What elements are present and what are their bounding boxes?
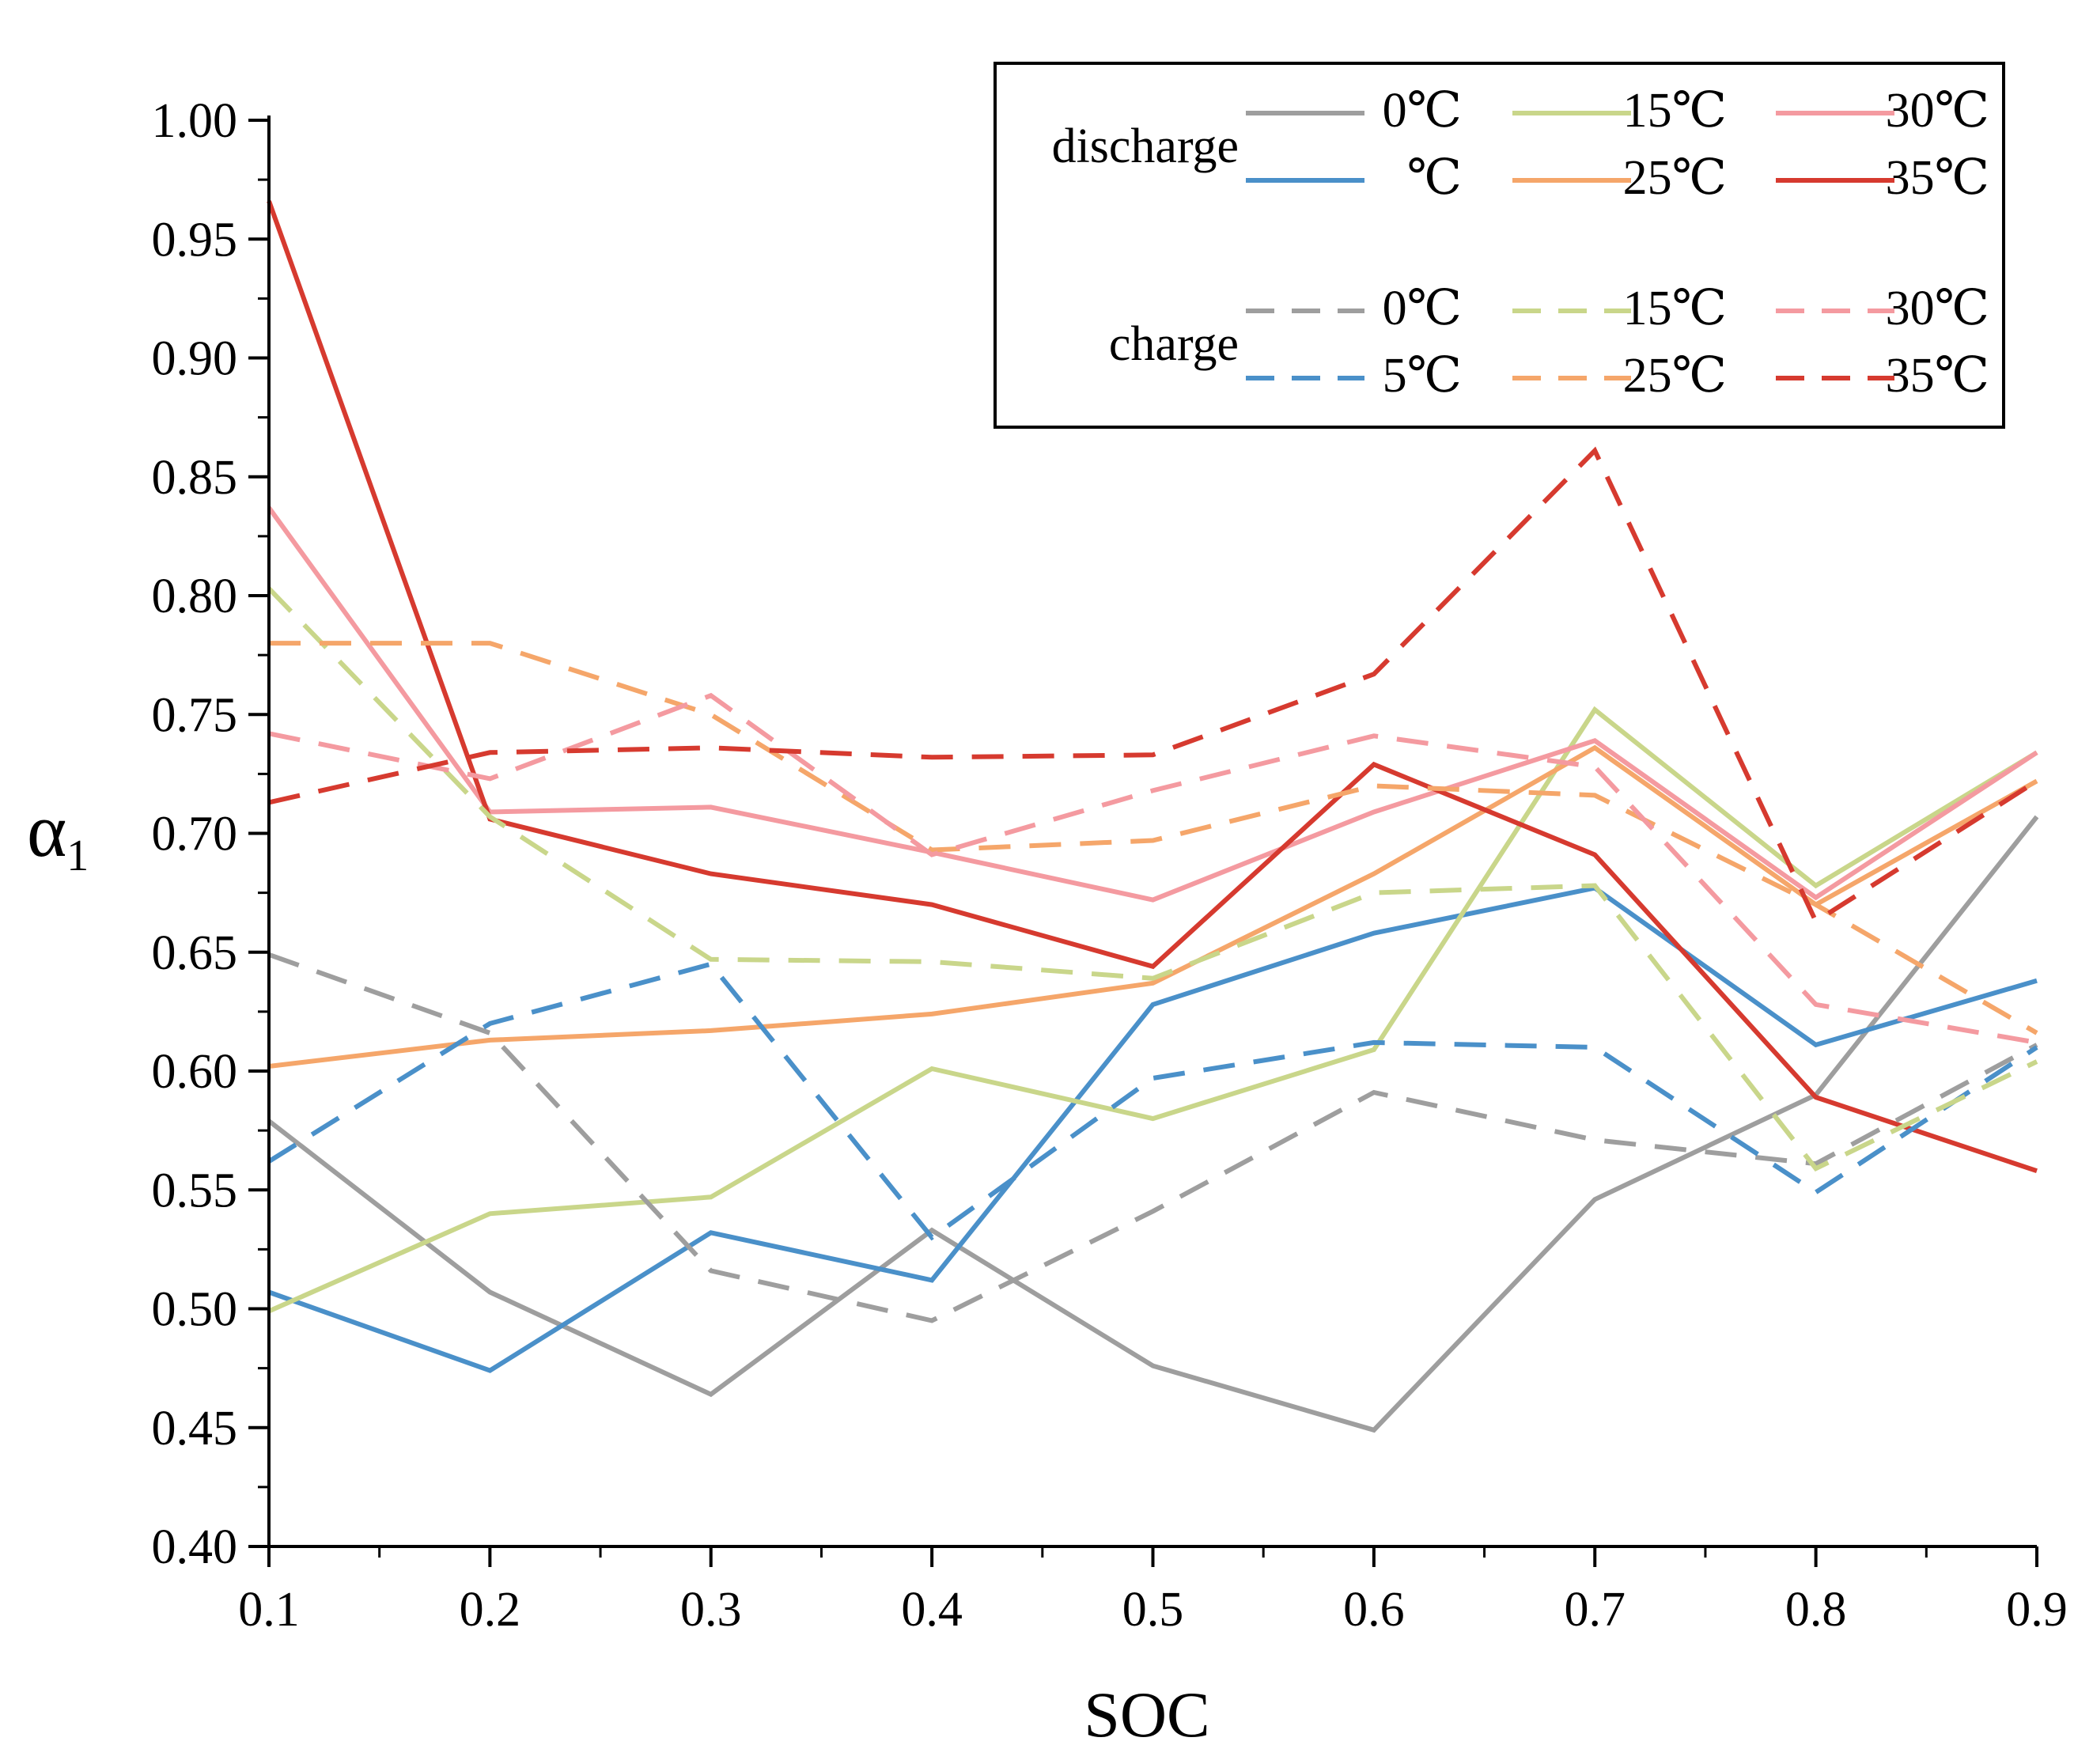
- legend-entry-label: 35℃: [1886, 151, 1989, 205]
- y-axis-subscript: 1: [66, 831, 89, 880]
- series-line-charge-0c: [267, 952, 2038, 1323]
- legend-entry-label: 25℃: [1623, 349, 1727, 403]
- legend-entry-label: 5℃: [1383, 349, 1462, 403]
- x-axis-title: SOC: [1084, 1679, 1210, 1751]
- series-line-discharge-0c: [267, 815, 2039, 1433]
- x-tick-label: 0.2: [460, 1583, 521, 1637]
- legend-box: [994, 62, 2005, 429]
- y-tick-label: 0.95: [152, 213, 238, 267]
- legend-group-discharge-label: discharge: [1052, 119, 1239, 173]
- x-tick-label: 0.1: [238, 1583, 300, 1637]
- legend-entry-label: 25℃: [1623, 151, 1727, 205]
- y-tick-label: 0.50: [152, 1283, 238, 1337]
- y-tick-label: 0.45: [152, 1402, 238, 1455]
- series-line-charge-5c: [267, 961, 2038, 1241]
- series-line-discharge-30c: [267, 506, 2038, 903]
- y-axis-title: α1: [27, 788, 89, 880]
- series-line-discharge-25c: [268, 744, 2038, 1069]
- legend-entry-label: 35℃: [1886, 349, 1989, 403]
- y-tick-label: 0.65: [152, 926, 238, 980]
- y-tick-label: 0.90: [152, 332, 238, 386]
- y-tick-label: 0.75: [152, 688, 238, 742]
- series-line-discharge-15c: [267, 706, 2038, 1314]
- y-tick-label: 0.80: [152, 570, 238, 623]
- x-tick-label: 0.8: [1785, 1583, 1847, 1637]
- x-tick-label: 0.9: [2006, 1583, 2068, 1637]
- y-tick-label: 0.70: [152, 808, 238, 861]
- y-tick-label: 0.40: [152, 1520, 238, 1574]
- series-line-charge-35c: [268, 446, 2038, 926]
- y-tick-label: 0.55: [152, 1164, 238, 1217]
- axes-layer: 0.400.450.500.550.600.650.700.750.800.85…: [152, 94, 2068, 1637]
- legend-entry-label: 30℃: [1886, 84, 1989, 138]
- y-tick-label: 1.00: [152, 94, 238, 148]
- legend-entry-label: ℃: [1407, 151, 1462, 205]
- series-line-charge-30c: [268, 692, 2038, 1045]
- x-tick-label: 0.6: [1343, 1583, 1405, 1637]
- legend-entry-label: 15℃: [1623, 282, 1727, 335]
- series-layer: [267, 200, 2039, 1433]
- legend-entry-label: 15℃: [1623, 84, 1727, 138]
- legend: discharge charge 0℃ ℃ 15℃ 25℃ 30℃ 35℃ 0℃ 5℃ 15℃ 2…: [994, 62, 2005, 429]
- x-tick-label: 0.4: [901, 1583, 963, 1637]
- legend-entry-label: 0℃: [1383, 84, 1462, 138]
- y-tick-label: 0.60: [152, 1045, 238, 1099]
- legend-group-charge-label: charge: [1109, 317, 1239, 371]
- legend-entries: 0℃ ℃ 15℃ 25℃ 30℃ 35℃ 0℃ 5℃ 15℃ 25℃ 30℃ 35℃: [1246, 84, 1989, 403]
- legend-entry-label: 0℃: [1383, 282, 1462, 335]
- x-tick-label: 0.7: [1565, 1583, 1626, 1637]
- x-tick-label: 0.5: [1122, 1583, 1184, 1637]
- series-line-discharge-c: [267, 885, 2038, 1373]
- legend-entry-label: 30℃: [1886, 282, 1989, 335]
- y-tick-label: 0.85: [152, 451, 238, 505]
- labels-layer: SOC α1: [27, 788, 1210, 1751]
- series-line-charge-15c: [267, 586, 2038, 1172]
- y-axis-symbol: α: [27, 788, 66, 873]
- x-tick-label: 0.3: [680, 1583, 742, 1637]
- series-line-discharge-35c: [267, 200, 2038, 1174]
- series-line-charge-25c: [269, 641, 2038, 1035]
